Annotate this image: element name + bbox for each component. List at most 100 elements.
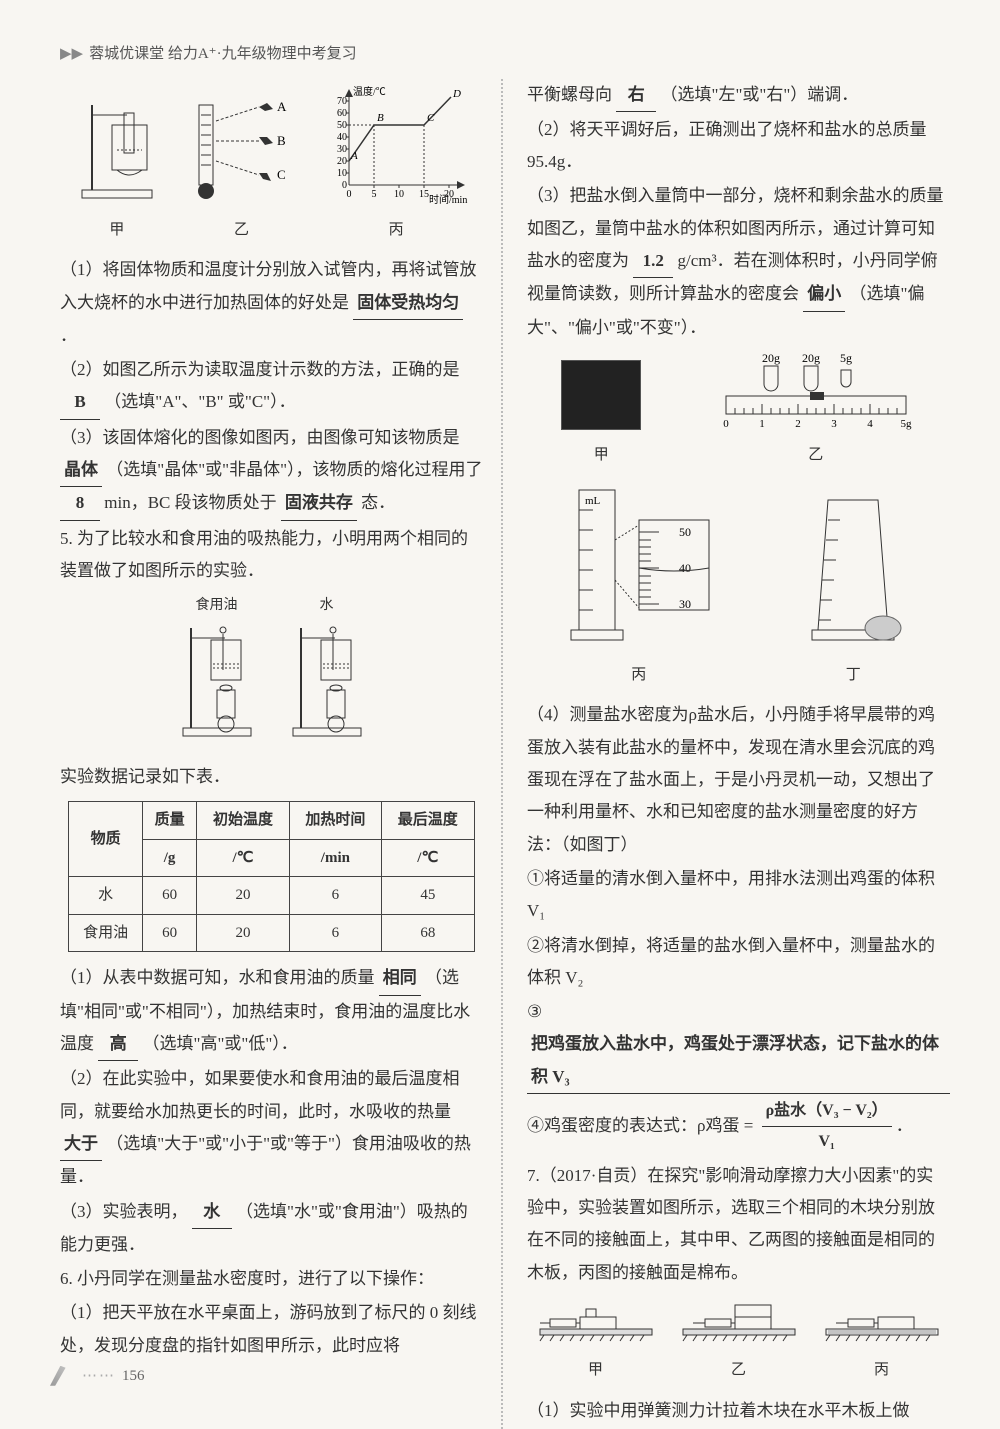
svg-text:5g: 5g: [840, 351, 852, 365]
q5-1-answer-a: 相同: [379, 962, 421, 995]
q6-3-answer-a: 1.2: [633, 245, 673, 278]
svg-text:1: 1: [759, 418, 765, 430]
q6-4-4-formula: ρ盐水（V₃ − V₂） V₁: [758, 1096, 896, 1158]
q4-2-text: （2）如图乙所示为读取温度计示数的方法，正确的是 B （选填"A"、"B" 或"…: [60, 354, 483, 420]
heating-apparatus-water-icon: [287, 620, 367, 740]
q4-1-answer: 固体受热均匀: [353, 287, 463, 320]
svg-text:30: 30: [679, 597, 691, 611]
fig-jia: 甲: [72, 95, 162, 245]
q4-3-answer-c: 固液共存: [281, 487, 357, 520]
q5-2-answer: 大于: [60, 1128, 102, 1161]
svg-text:温度/℃: 温度/℃: [353, 85, 386, 98]
svg-text:C: C: [427, 112, 435, 124]
q5-table-lead: 实验数据记录如下表．: [60, 761, 483, 793]
svg-text:60: 60: [337, 108, 347, 119]
q6-4-text: （4）测量盐水密度为ρ盐水后，小丹随手将早晨带的鸡蛋放入装有此盐水的量杯中，发现…: [527, 699, 950, 860]
svg-text:0: 0: [347, 189, 352, 200]
table-row: 水 60 20 6 45: [69, 877, 474, 915]
svg-text:10: 10: [394, 189, 404, 200]
q6-fig-bing: mL 50 40 30: [559, 480, 719, 690]
q5-3-text: （3）实验表明， 水 （选填"水"或"食用油"）吸热的能力更强．: [60, 1196, 483, 1262]
q6-fig-ding: 丁: [788, 480, 918, 690]
svg-text:5: 5: [372, 189, 377, 200]
q6-4-1: ①将适量的清水倒入量杯中，用排水法测出鸡蛋的体积 V₁: [527, 863, 950, 928]
q7-figure-row: 甲 乙 丙: [527, 1295, 950, 1385]
q5-1-text: （1）从表中数据可知，水和食用油的质量 相同 （选填"相同"或"不相同"），加热…: [60, 962, 483, 1061]
q7-1-text: （1）实验中用弹簧测力计拉着木块在水平木板上做: [527, 1395, 950, 1427]
q6-1-answer: 右: [616, 79, 656, 112]
friction-setup-yi-icon: [679, 1295, 799, 1345]
table-row: 物质 质量 初始温度 加热时间 最后温度: [69, 802, 474, 840]
svg-text:A: A: [350, 150, 358, 162]
svg-text:20: 20: [337, 156, 347, 167]
footer-dots: ⋯⋯: [82, 1362, 116, 1391]
q6-1-text: （1）把天平放在水平桌面上，游码放到了标尺的 0 刻线处，发现分度盘的指针如图甲…: [60, 1297, 483, 1362]
svg-text:70: 70: [337, 96, 347, 107]
q4-figure-row: 甲 A B C 乙: [60, 85, 483, 245]
svg-text:10: 10: [337, 168, 347, 179]
q4-3-text: （3）该固体熔化的图像如图丙，由图像可知该物质是 晶体 （选填"晶体"或"非晶体…: [60, 422, 483, 521]
svg-text:5g: 5g: [900, 418, 912, 430]
page-footer: ⋯⋯ 156: [50, 1362, 145, 1391]
thermometer-reading-icon: A B C: [191, 95, 291, 205]
q6-fig-jia: 甲: [561, 360, 641, 470]
melting-chart-icon: 0 10 20 30 40 50 60 70 0: [321, 85, 471, 205]
fig-yi: A B C 乙: [191, 95, 291, 245]
fig-yi-label: 乙: [191, 216, 291, 245]
fig-jia-label: 甲: [72, 216, 162, 245]
q5-lead: 5. 为了比较水和食用油的吸热能力，小明用两个相同的装置做了如图所示的实验．: [60, 523, 483, 588]
q5-2-text: （2）在此实验中，如果要使水和食用油的最后温度相同，就要给水加热更长的时间，此时…: [60, 1063, 483, 1193]
fig-bing: 0 10 20 30 40 50 60 70 0: [321, 85, 471, 245]
q6-lead: 6. 小丹同学在测量盐水密度时，进行了以下操作：: [60, 1263, 483, 1295]
balance-pointer-photo: [561, 360, 641, 430]
q7-fig-yi: 乙: [679, 1295, 799, 1385]
svg-text:20g: 20g: [802, 351, 820, 365]
right-column: 平衡螺母向 右 （选填"左"或"右"）端调． （2）将天平调好后，正确测出了烧杯…: [527, 79, 950, 1429]
q6-2-text: （2）将天平调好后，正确测出了烧杯和盐水的总质量 95.4g．: [527, 114, 950, 179]
table-row: 食用油 60 20 6 68: [69, 914, 474, 952]
q5-1-answer-b: 高: [98, 1028, 138, 1061]
svg-text:50: 50: [337, 120, 347, 131]
q7-lead: 7.（2017·自贡）在探究"影响滑动摩擦力大小因素"的实验中，实验装置如图所示…: [527, 1160, 950, 1289]
q6-1-cont: 平衡螺母向 右 （选填"左"或"右"）端调．: [527, 79, 950, 112]
feather-icon: [50, 1366, 76, 1386]
q6-4-3-answer: 把鸡蛋放入盐水中，鸡蛋处于漂浮状态，记下盐水的体积 V₃: [527, 1028, 950, 1094]
svg-text:2: 2: [795, 418, 801, 430]
q5-fig-water: 水: [287, 593, 367, 751]
svg-text:40: 40: [679, 561, 691, 575]
q6-3-answer-b: 偏小: [803, 278, 845, 311]
header-arrows: ▶▶: [60, 40, 83, 69]
q4-1-text: （1）将固体物质和温度计分别放入试管内，再将试管放入大烧杯的水中进行加热固体的好…: [60, 254, 483, 352]
svg-text:4: 4: [867, 418, 873, 430]
svg-text:0: 0: [723, 418, 729, 430]
q6-4-2: ②将清水倒掉，将适量的盐水倒入量杯中，测量盐水的体积 V₂: [527, 930, 950, 995]
balance-weights-icon: 20g 20g 5g: [716, 350, 916, 430]
svg-text:时间/min: 时间/min: [429, 193, 467, 205]
q6-3-text: （3）把盐水倒入量筒中一部分，烧杯和剩余盐水的质量如图乙，量筒中盐水的体积如图丙…: [527, 180, 950, 343]
q4-3-answer-b: 8: [60, 487, 100, 520]
q5-figure-row: 食用油 水: [60, 593, 483, 751]
friction-setup-jia-icon: [536, 1295, 656, 1345]
svg-text:50: 50: [679, 525, 691, 539]
svg-text:B: B: [377, 112, 384, 124]
svg-text:D: D: [452, 88, 461, 100]
fig-bing-label: 丙: [321, 216, 471, 245]
svg-text:A: A: [277, 99, 287, 114]
left-column: 甲 A B C 乙: [60, 79, 503, 1429]
page-header: ▶▶ 蓉城优课堂 给力A⁺·九年级物理中考复习: [60, 40, 950, 69]
svg-text:15: 15: [419, 189, 429, 200]
svg-text:40: 40: [337, 132, 347, 143]
q4-3-answer-a: 晶体: [60, 454, 102, 487]
svg-text:B: B: [277, 133, 286, 148]
q7-fig-bing: 丙: [822, 1295, 942, 1385]
heating-apparatus-oil-icon: [177, 620, 257, 740]
q7-fig-jia: 甲: [536, 1295, 656, 1385]
svg-text:30: 30: [337, 144, 347, 155]
svg-text:C: C: [277, 167, 286, 182]
svg-text:mL: mL: [585, 495, 601, 507]
q5-data-table: 物质 质量 初始温度 加热时间 最后温度 /g /℃ /min /℃ 水 60 …: [68, 801, 474, 952]
q4-2-answer: B: [60, 386, 100, 419]
graduated-cylinder-icon: mL 50 40 30: [559, 480, 719, 650]
q6-fig-yi: 20g 20g 5g: [716, 350, 916, 470]
svg-text:3: 3: [831, 418, 837, 430]
